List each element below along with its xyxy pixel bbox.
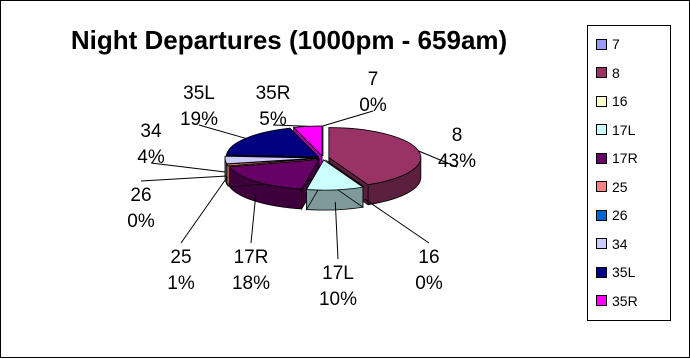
slice-percent-label: 10% — [319, 289, 357, 310]
legend-swatch — [596, 95, 607, 107]
legend-item-25: 25 — [596, 177, 628, 197]
slice-category-label: 35L — [183, 83, 215, 104]
legend-label: 7 — [612, 36, 620, 52]
legend-item-26: 26 — [596, 205, 628, 225]
slice-category-label: 26 — [130, 185, 151, 206]
legend-swatch — [596, 238, 607, 249]
slice-percent-label: 0% — [415, 273, 443, 294]
slice-category-label: 25 — [170, 247, 191, 268]
legend-item-17L: 17L — [596, 120, 635, 140]
legend-swatch — [596, 295, 607, 306]
leader-line-7 — [322, 110, 374, 127]
legend-swatch — [596, 266, 607, 278]
legend-label: 34 — [612, 235, 628, 252]
slice-percent-label: 43% — [438, 151, 476, 172]
legend-item-7: 7 — [596, 34, 620, 54]
legend-label: 17R — [612, 150, 638, 166]
leader-line-34 — [150, 162, 226, 173]
legend-label: 26 — [612, 207, 628, 223]
legend-swatch — [596, 152, 607, 164]
leader-line-17L — [334, 201, 339, 260]
slice-category-label: 34 — [140, 121, 162, 142]
slice-percent-label: 5% — [259, 109, 287, 130]
leader-line-17R — [250, 193, 257, 244]
slice-percent-label: 1% — [167, 273, 195, 294]
leader-line-35L — [198, 124, 246, 139]
pie-slice-16 — [325, 159, 365, 188]
legend-item-34: 34 — [596, 234, 628, 254]
leader-line-25 — [180, 176, 228, 244]
legend-item-16: 16 — [596, 91, 628, 111]
slice-percent-label: 0% — [359, 95, 387, 116]
slice-category-label: 17R — [234, 247, 269, 268]
slice-percent-label: 0% — [127, 211, 155, 232]
slice-category-label: 35R — [256, 83, 291, 104]
slice-percent-label: 18% — [232, 273, 270, 294]
pie-slice-17R — [229, 159, 320, 190]
legend-label: 35L — [612, 264, 636, 280]
legend-label: 16 — [612, 93, 628, 109]
leader-line-26 — [140, 175, 227, 182]
legend-item-17R: 17R — [596, 148, 638, 168]
chart-title: Night Departures (1000pm - 659am) — [70, 25, 508, 55]
slice-percent-label: 19% — [180, 109, 218, 130]
leader-line-35R — [272, 124, 308, 127]
slice-category-label: 8 — [452, 125, 463, 146]
legend-swatch — [596, 209, 607, 221]
pie-slice-17L — [305, 159, 364, 191]
legend-item-35R: 35R — [596, 291, 638, 311]
legend: 7 8 16 17L 17R 25 26 34 35L 35R — [587, 25, 671, 321]
legend-swatch — [596, 38, 607, 50]
legend-label: 25 — [612, 178, 628, 195]
legend-item-8: 8 — [596, 63, 620, 83]
legend-swatch — [596, 181, 607, 192]
slice-category-label: 17L — [322, 263, 354, 284]
legend-swatch — [596, 124, 607, 135]
legend-label: 8 — [612, 64, 620, 81]
slice-category-label: 16 — [418, 247, 439, 268]
legend-label: 17L — [612, 121, 636, 138]
leader-line-16 — [364, 198, 430, 244]
legend-label: 35R — [612, 292, 638, 309]
slice-percent-label: 4% — [137, 147, 165, 168]
slice-category-label: 7 — [368, 69, 379, 90]
legend-swatch — [596, 67, 607, 78]
leader-line-8 — [418, 150, 458, 168]
legend-item-35L: 35L — [596, 262, 635, 282]
pie-slice-34 — [224, 155, 318, 165]
